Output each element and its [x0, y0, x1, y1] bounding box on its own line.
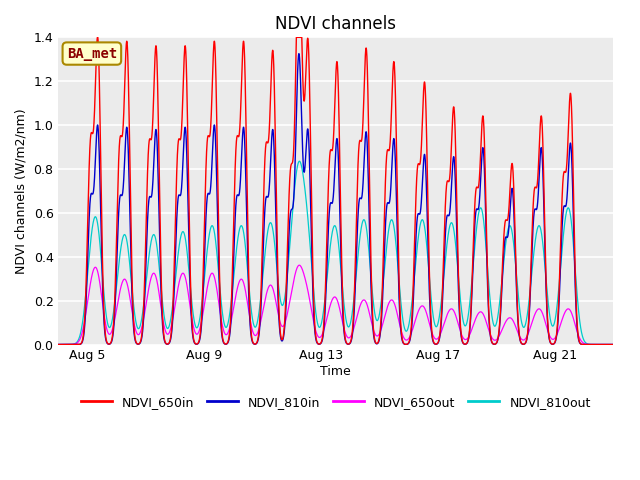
Text: BA_met: BA_met	[67, 47, 117, 60]
Title: NDVI channels: NDVI channels	[275, 15, 396, 33]
Legend: NDVI_650in, NDVI_810in, NDVI_650out, NDVI_810out: NDVI_650in, NDVI_810in, NDVI_650out, NDV…	[76, 391, 596, 414]
X-axis label: Time: Time	[321, 365, 351, 378]
Y-axis label: NDVI channels (W/m2/nm): NDVI channels (W/m2/nm)	[15, 108, 28, 274]
